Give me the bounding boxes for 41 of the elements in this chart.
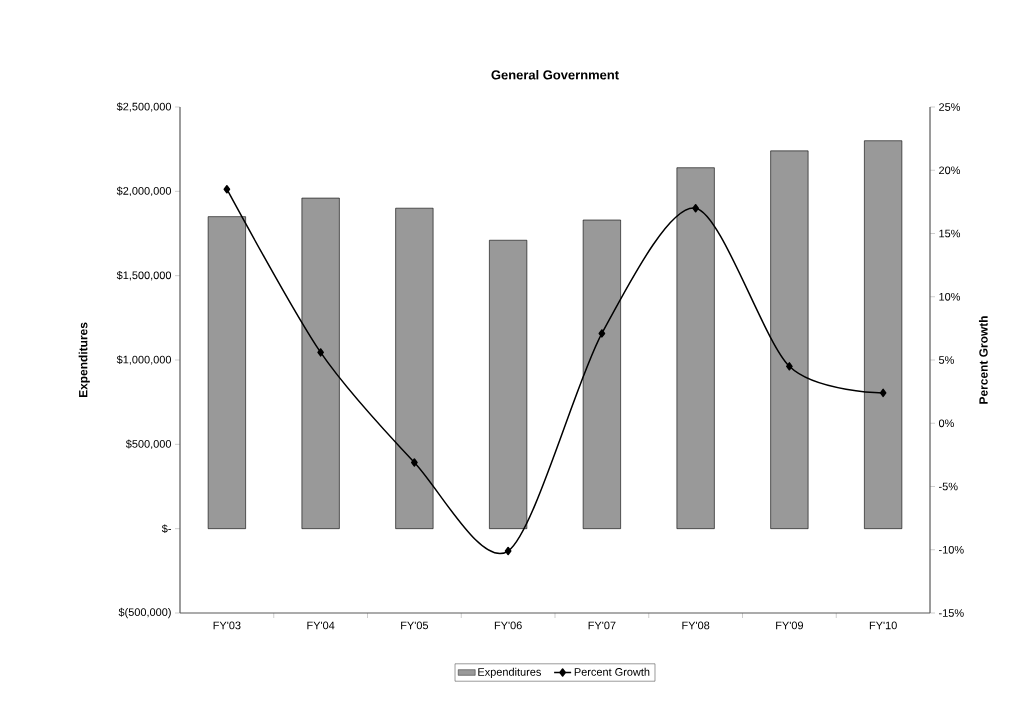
y-tick-label: $1,500,000 (116, 270, 172, 281)
y2-axis-title: Percent Growth (978, 316, 988, 404)
x-tick-label: FY'09 (776, 621, 804, 630)
y-tick-label: $1,000,000 (116, 355, 172, 365)
point (504, 546, 512, 556)
x-tick-label: FY'06 (494, 621, 522, 630)
bar (301, 197, 340, 529)
y2-tick-label: 0% (938, 419, 954, 428)
point (411, 458, 418, 467)
x-tick-label: FY'07 (588, 621, 616, 630)
y2-tick-label: 5% (938, 356, 954, 364)
legend-label: Percent Growth (574, 667, 650, 676)
y2-tick-label: 20% (939, 166, 961, 175)
point (879, 388, 887, 398)
y-tick-label: $- (161, 524, 171, 534)
y-tick-label: $2,000,000 (116, 186, 172, 197)
x-tick-label: FY'08 (682, 621, 710, 630)
y2-tick-label: -15% (939, 609, 964, 617)
point (317, 348, 324, 357)
x-tick-label: FY'05 (401, 621, 429, 630)
bar (395, 207, 434, 529)
y-tick-label: $500,000 (125, 439, 172, 450)
point (223, 184, 231, 194)
x-tick-label: FY'03 (213, 621, 241, 630)
point (786, 362, 793, 371)
y-tick-label: $(500,000) (118, 607, 171, 619)
y2-tick-label: -10% (939, 545, 964, 554)
y-axis-title: Expenditures (78, 322, 90, 398)
point (692, 203, 699, 213)
y-tick-label: $2,500,000 (116, 102, 172, 112)
x-tick-label: FY'04 (307, 621, 335, 630)
y2-tick-label: 15% (939, 229, 961, 238)
bar (582, 219, 621, 529)
x-tick-label: FY'10 (869, 621, 897, 630)
point (598, 329, 606, 338)
y2-tick-label: 25% (939, 103, 961, 111)
bar (489, 239, 528, 529)
y2-tick-label: -5% (939, 482, 958, 491)
legend-label: Expenditures (478, 667, 541, 678)
chart-title: General Government (491, 69, 619, 80)
y2-tick-label: 10% (939, 292, 961, 301)
